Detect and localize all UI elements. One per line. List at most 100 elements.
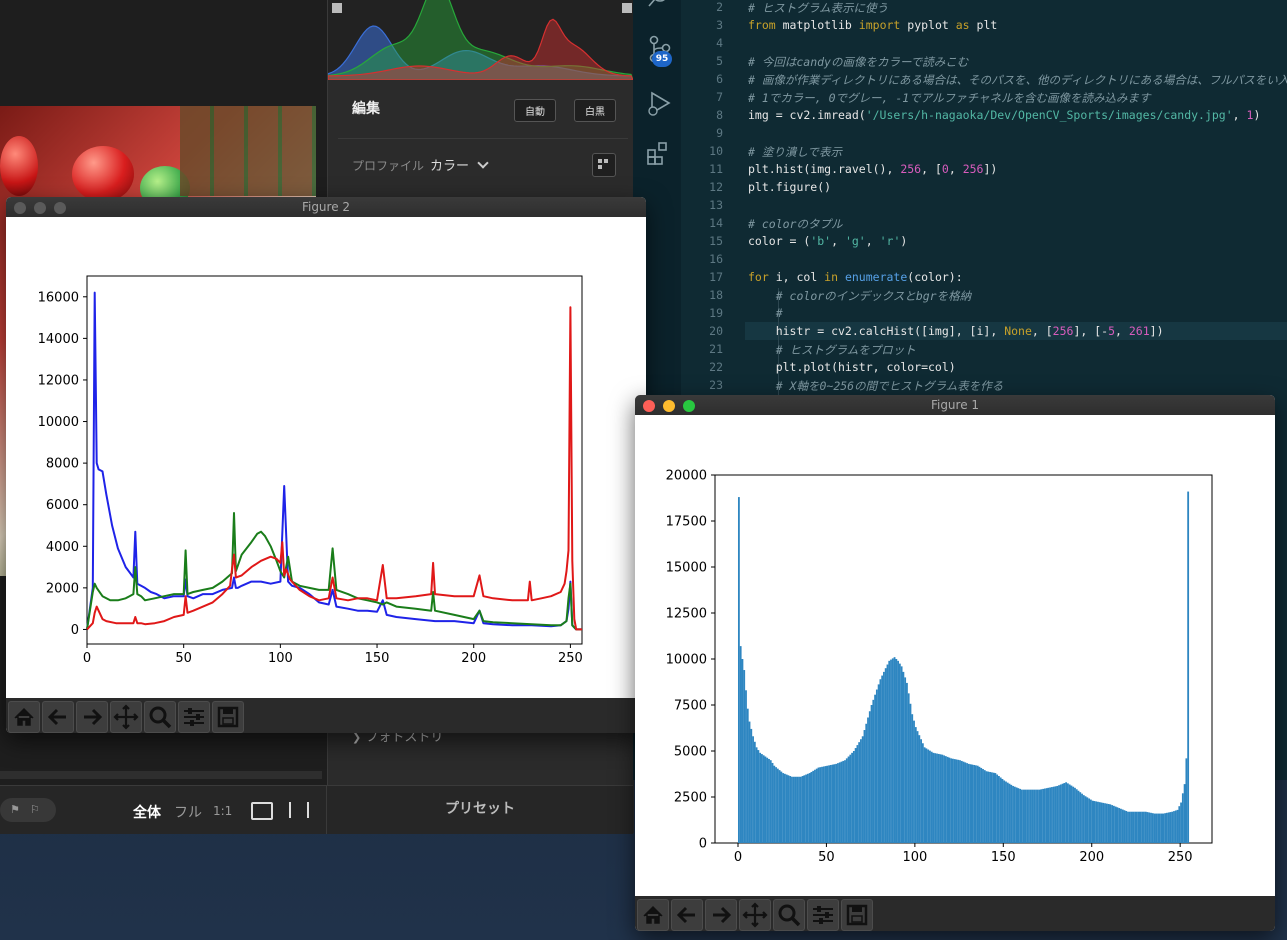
view-full-button[interactable]: フル: [174, 805, 202, 821]
run-debug-icon[interactable]: [647, 90, 673, 118]
figure2-canvas[interactable]: 0 50 100 150 200 250 0 2000 4000 6000 8000 10000 120…: [6, 217, 646, 698]
zoom-icon[interactable]: [683, 400, 695, 412]
pan-icon[interactable]: [110, 701, 142, 733]
code-line[interactable]: plt.hist(img.ravel(), 256, [0, 256]): [748, 162, 997, 176]
profile-browser-icon[interactable]: [592, 153, 616, 177]
histogram-bar: [1042, 788, 1045, 843]
code-line[interactable]: img = cv2.imread('/Users/h-nagaoka/Dev/O…: [748, 108, 1260, 122]
histogram-bar: [1063, 783, 1066, 843]
compare-icon[interactable]: [289, 802, 309, 818]
extensions-icon[interactable]: [646, 140, 672, 166]
flag-toggle[interactable]: ⚑ ⚐: [0, 798, 56, 822]
y-tick-label: 20000: [666, 469, 707, 484]
histogram-bar: [1183, 784, 1186, 843]
histogram-bar: [955, 759, 958, 843]
forward-icon[interactable]: [705, 899, 737, 931]
histogram-bar: [941, 754, 944, 843]
y-tick-label: 2500: [674, 791, 707, 806]
histogram-bar: [768, 758, 770, 843]
histogram-bar: [944, 756, 947, 843]
histogram-bar: [831, 764, 834, 843]
preset-button[interactable]: プリセット: [445, 801, 515, 817]
x-tick-label: 100: [902, 850, 927, 865]
minimize-icon[interactable]: [34, 202, 46, 214]
code-line[interactable]: from matplotlib import pyplot as plt: [748, 18, 997, 32]
clipping-warning-icon[interactable]: [332, 3, 342, 13]
view-all-button[interactable]: 全体: [133, 805, 161, 821]
histogram-bar: [948, 757, 951, 843]
configure-subplots-icon[interactable]: [178, 701, 210, 733]
histogram-bar: [874, 694, 876, 843]
histogram-bar: [799, 776, 802, 843]
code-line[interactable]: plt.figure(): [748, 180, 831, 194]
save-icon[interactable]: [841, 899, 873, 931]
save-icon[interactable]: [212, 701, 244, 733]
histogram-bar: [881, 675, 884, 843]
code-token: ,: [1232, 108, 1247, 122]
histogram-bar: [821, 766, 823, 843]
code-line[interactable]: # colorのタプル: [748, 216, 842, 232]
back-icon[interactable]: [671, 899, 703, 931]
code-line[interactable]: # 1でカラー, 0でグレー, -1でアルファチャネルを含む画像を読み込みます: [748, 90, 1151, 106]
histogram-bar: [950, 758, 953, 843]
figure2-titlebar[interactable]: Figure 2: [6, 197, 646, 217]
code-token: '/Users/h-nagaoka/Dev/OpenCV_Sports/imag…: [865, 108, 1233, 122]
histogram-bar: [877, 684, 880, 843]
code-line[interactable]: plt.plot(histr, color=col): [748, 360, 956, 374]
histogram-bar: [844, 760, 846, 843]
zoom-rect-icon[interactable]: [773, 899, 805, 931]
figure1-chart: 0 50 100 150 200 2500250050007500100001250015…: [666, 469, 1213, 865]
back-icon[interactable]: [42, 701, 74, 733]
code-line[interactable]: # ヒストグラムをプロット: [748, 342, 916, 358]
code-line[interactable]: # colorのインデックスとbgrを格納: [748, 288, 971, 304]
code-token: ,: [948, 162, 963, 176]
histogram-bar: [771, 762, 774, 843]
bw-button[interactable]: 白黒: [574, 99, 616, 122]
code-token: [748, 289, 776, 303]
profile-dropdown[interactable]: カラー: [430, 155, 489, 174]
pan-icon[interactable]: [739, 899, 771, 931]
minimize-icon[interactable]: [663, 400, 675, 412]
code-line[interactable]: histr = cv2.calcHist([img], [i], None, […: [748, 324, 1164, 338]
auto-button[interactable]: 自動: [514, 99, 556, 122]
code-line[interactable]: # 画像が作業ディレクトリにある場合は、そのパスを、他のディレクトリにある場合は…: [748, 72, 1287, 88]
line-number: 16: [709, 252, 723, 266]
search-icon[interactable]: [647, 0, 673, 12]
code-line[interactable]: color = ('b', 'g', 'r'): [748, 234, 907, 248]
histogram-bar: [1019, 788, 1022, 843]
home-icon[interactable]: [8, 701, 40, 733]
configure-subplots-icon[interactable]: [807, 899, 839, 931]
home-icon[interactable]: [637, 899, 669, 931]
close-icon[interactable]: [643, 400, 655, 412]
histogram-bar: [1146, 812, 1149, 843]
close-icon[interactable]: [14, 202, 26, 214]
code-line[interactable]: for i, col in enumerate(color):: [748, 270, 963, 284]
forward-icon[interactable]: [76, 701, 108, 733]
zoom-icon[interactable]: [54, 202, 66, 214]
histogram-bar: [1052, 786, 1055, 843]
code-line[interactable]: # ヒストグラム表示に使う: [748, 0, 888, 16]
code-token: [748, 306, 776, 320]
code-token: i, col: [775, 270, 825, 284]
code-line[interactable]: # 塗り潰しで表示: [748, 144, 842, 160]
code-line[interactable]: # X軸を0~256の間でヒストグラム表を作る: [748, 378, 1004, 394]
horizontal-scrollbar[interactable]: [0, 771, 322, 779]
histogram-bar: [966, 763, 968, 843]
histogram-bar: [851, 752, 854, 843]
zoom-rect-icon[interactable]: [144, 701, 176, 733]
histogram-bar: [835, 763, 838, 843]
histogram-bar: [1079, 792, 1082, 843]
figure1-titlebar[interactable]: Figure 1: [635, 395, 1275, 415]
x-tick-label: 100: [268, 651, 293, 666]
histogram-bar: [999, 777, 1002, 843]
y-tick-label: 12000: [38, 373, 79, 388]
histogram-bar: [907, 693, 910, 843]
filmstrip-icon[interactable]: [251, 802, 273, 820]
clipping-warning-icon-right[interactable]: [622, 3, 632, 13]
line-number: 14: [709, 216, 723, 230]
code-line[interactable]: # 今回はcandyの画像をカラーで読みこむ: [748, 54, 968, 70]
photo-section[interactable]: ❯ フォトストリ: [352, 730, 444, 745]
figure1-canvas[interactable]: 0 50 100 150 200 250 0 2500 5000 7500 10000 12500 15…: [635, 415, 1275, 896]
code-line[interactable]: #: [748, 306, 783, 320]
view-1to1-button[interactable]: 1:1: [213, 804, 233, 818]
